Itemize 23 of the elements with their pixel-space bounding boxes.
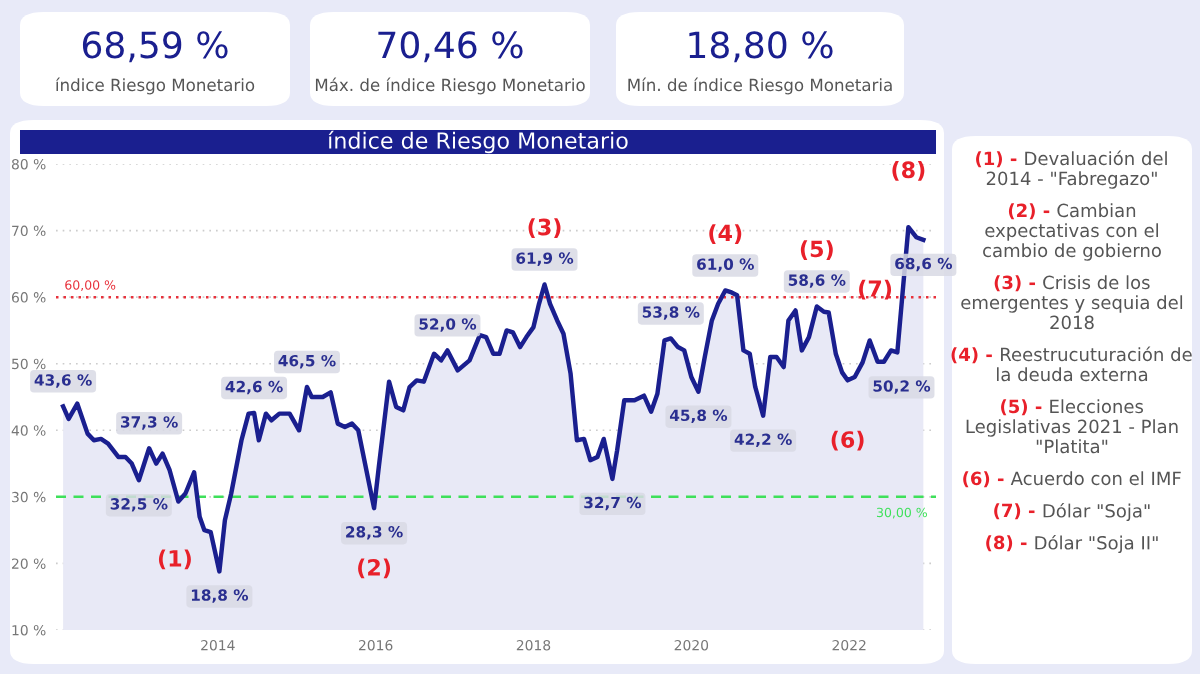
- annotation: (6): [831, 430, 864, 451]
- text: (1) - Devaluación del 2014 - "Fabregazo": [976, 150, 1167, 189]
- annotation: (1): [158, 549, 191, 570]
- annotation: (7): [859, 279, 892, 300]
- text: (3) - Crisis de los emergentes y sequia del 2018: [961, 275, 1183, 330]
- text: (2) - Cambian expectativas con el cambio de gobierno: [983, 203, 1161, 261]
- text: (6) - Acuerdo con el IMF: [963, 471, 1181, 488]
- text: (7) - Dólar "Soja": [994, 502, 1150, 522]
- annotation: (8): [892, 160, 925, 181]
- text: (8) - Dólar "Soja II": [986, 534, 1158, 554]
- text: 18,80 %: [689, 31, 833, 63]
- annotation: (3): [528, 218, 561, 238]
- text: Mín. de índice Riesgo Monetaria: [628, 77, 892, 95]
- annotation: (2): [358, 558, 391, 579]
- text: 68,59 %: [82, 31, 228, 63]
- text: Máx. de índice Riesgo Monetario: [315, 77, 585, 95]
- annotation: (4): [709, 224, 742, 244]
- text: (4) - Reestrucuturación de la deuda externa: [951, 346, 1192, 382]
- text: 70,46 %: [378, 31, 523, 63]
- annotation: (5): [800, 240, 833, 260]
- text: (5) - Elecciones Legislativas 2021 - Plan "Platita": [966, 399, 1178, 454]
- chart-title: índice de Riesgo Monetario: [328, 130, 628, 154]
- text: índice Riesgo Monetario: [56, 77, 255, 95]
